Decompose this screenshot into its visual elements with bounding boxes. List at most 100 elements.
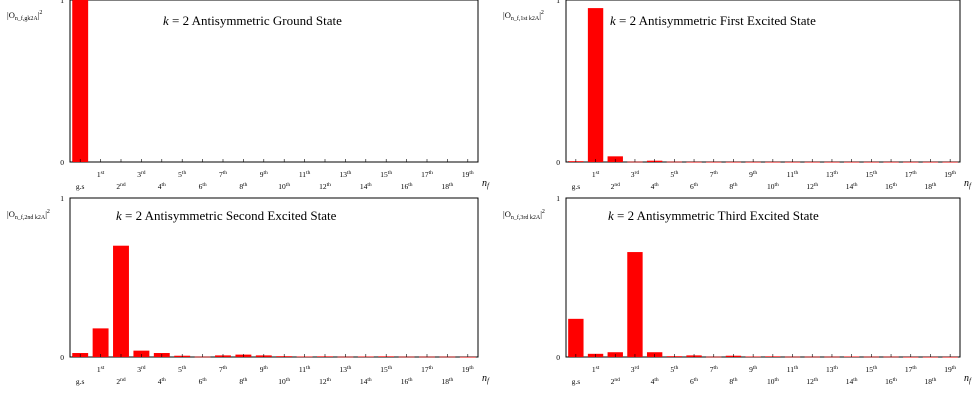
x-tick-label: 10th: [278, 182, 290, 191]
x-tick-label: 15th: [380, 365, 392, 374]
x-tick-label: 2nd: [116, 182, 126, 191]
x-axis-label: nf: [964, 178, 972, 190]
x-tick-label: 16th: [885, 182, 897, 191]
x-tick-label: 17th: [905, 365, 917, 374]
y-axis-label: |On_f,3rd k2A|2: [503, 209, 545, 221]
x-tick-label: 14th: [846, 182, 858, 191]
bar-16th: [883, 161, 899, 163]
x-tick-label: g.s: [76, 182, 85, 191]
x-tick-label: 3rd: [137, 170, 146, 179]
x-tick-label: 6th: [199, 377, 207, 386]
x-tick-label: 2nd: [116, 377, 126, 386]
chart-title: k = 2 Antisymmetric First Excited State: [610, 13, 816, 28]
bar-1st: [587, 8, 604, 162]
x-tick-label: 19th: [944, 170, 956, 179]
x-tick-label: 5th: [178, 365, 186, 374]
x-tick-label: 13th: [826, 170, 838, 179]
x-tick-label: 19th: [462, 365, 474, 374]
x-tick-label: 3rd: [631, 170, 640, 179]
bar-19th: [942, 356, 958, 358]
bar-12th: [804, 161, 820, 163]
x-tick-label: 5th: [178, 170, 186, 179]
x-tick-label: 1st: [592, 170, 600, 179]
x-tick-label: 16th: [885, 377, 897, 386]
chart-title: k = 2 Antisymmetric Third Excited State: [608, 208, 819, 223]
chart-panel-1: g.s 1st 2nd 3rd 4th 5th 6th 7th 8th 9th 10th 11th 12…: [7, 0, 490, 191]
bar-17th: [903, 161, 919, 163]
x-tick-label: 16th: [401, 377, 413, 386]
x-tick-label: 19th: [462, 170, 474, 179]
x-tick-label: 10th: [767, 182, 779, 191]
x-tick-label: 12th: [806, 377, 818, 386]
x-tick-label: g.s: [572, 377, 581, 386]
bar-1st: [92, 328, 109, 357]
y-tick-label: 1: [556, 0, 560, 5]
bar-19th: [942, 161, 958, 163]
x-tick-label: 8th: [729, 182, 737, 191]
x-tick-label: 15th: [380, 170, 392, 179]
x-tick-label: 7th: [710, 170, 718, 179]
y-axis-label: |On_f,gk2A|2: [7, 10, 42, 22]
x-tick-label: 8th: [239, 377, 247, 386]
x-tick-label: 14th: [846, 377, 858, 386]
x-tick-label: 14th: [360, 182, 372, 191]
x-tick-label: 18th: [442, 182, 454, 191]
x-tick-label: 17th: [421, 365, 433, 374]
bar-11th: [784, 161, 801, 163]
y-tick-label: 1: [60, 0, 64, 5]
x-tick-label: 4th: [158, 182, 166, 191]
x-tick-label: 1st: [97, 365, 105, 374]
x-tick-label: 13th: [826, 365, 838, 374]
bar-19th: [459, 356, 476, 358]
y-tick-label: 0: [556, 353, 560, 362]
x-tick-label: 12th: [319, 182, 331, 191]
x-tick-label: 1st: [97, 170, 105, 179]
x-tick-label: 7th: [710, 365, 718, 374]
bar-g.s: [72, 0, 89, 162]
y-tick-label: 0: [556, 158, 560, 167]
x-tick-label: 11th: [299, 365, 311, 374]
chart-title: k = 2 Antisymmetric Ground State: [163, 13, 342, 28]
x-tick-label: 9th: [749, 365, 757, 374]
bar-10th: [765, 161, 781, 163]
bar-9th: [745, 161, 761, 163]
x-tick-label: 5th: [670, 170, 678, 179]
x-tick-label: 7th: [219, 170, 227, 179]
y-tick-label: 0: [60, 158, 64, 167]
x-tick-label: 7th: [219, 365, 227, 374]
plot-frame: [565, 197, 961, 358]
bar-6th: [686, 161, 702, 163]
bar-18th: [922, 161, 939, 163]
x-tick-label: 9th: [260, 365, 268, 374]
bar-15th: [863, 161, 880, 163]
x-tick-label: 10th: [278, 377, 290, 386]
chart-title: k = 2 Antisymmetric Second Excited State: [116, 208, 337, 223]
x-tick-label: 6th: [199, 182, 207, 191]
bar-7th: [706, 161, 722, 163]
x-tick-label: 3rd: [631, 365, 640, 374]
x-tick-label: 11th: [299, 170, 311, 179]
x-tick-label: 17th: [421, 170, 433, 179]
bar-g.s: [568, 318, 584, 357]
x-axis-label: nf: [482, 178, 490, 190]
x-tick-label: 15th: [865, 365, 877, 374]
plot-frame: [565, 0, 961, 163]
x-tick-label: 17th: [905, 170, 917, 179]
bar-13th: [824, 161, 840, 163]
bar-3rd: [133, 350, 150, 357]
x-tick-label: 14th: [360, 377, 372, 386]
y-tick-label: 1: [556, 194, 560, 203]
plot-frame: [69, 0, 479, 163]
x-tick-label: 13th: [340, 365, 352, 374]
x-tick-label: g.s: [572, 182, 581, 191]
y-axis-label: |On_f,1st k2A|2: [503, 10, 544, 22]
x-tick-label: 15th: [865, 170, 877, 179]
x-tick-label: 2nd: [611, 377, 621, 386]
x-axis-label: nf: [482, 373, 490, 385]
bar-14th: [843, 161, 860, 163]
chart-panel-2: g.s 1st 2nd 3rd 4th 5th 6th 7th 8th 9th 10th 11th 12…: [503, 0, 972, 191]
x-tick-label: 8th: [729, 377, 737, 386]
x-tick-label: 6th: [690, 377, 698, 386]
x-tick-label: 9th: [260, 170, 268, 179]
